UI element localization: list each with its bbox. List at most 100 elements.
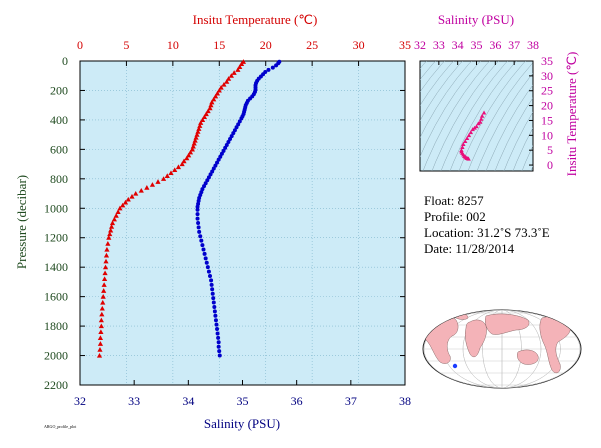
- density-contour: [440, 61, 508, 171]
- salinity-point: [209, 278, 214, 283]
- salinity-point: [213, 318, 218, 323]
- temperature-point: [109, 220, 116, 226]
- ts-top-tick-label: 34: [452, 38, 464, 52]
- temperature-point: [103, 258, 109, 264]
- ts-point: [468, 130, 474, 135]
- top-axis-tick-label: 30: [353, 38, 365, 52]
- salinity-point: [200, 243, 205, 248]
- salinity-point: [206, 269, 211, 274]
- temperature-point: [98, 317, 104, 323]
- salinity-point: [221, 148, 226, 153]
- main-plot-grid: [80, 61, 405, 385]
- salinity-point: [218, 154, 223, 159]
- density-contour: [420, 61, 436, 80]
- salinity-point: [208, 274, 212, 279]
- temperature-point: [231, 70, 237, 75]
- ts-top-tick-label: 38: [527, 38, 539, 52]
- salinity-point: [216, 344, 221, 349]
- temperature-point: [175, 164, 182, 170]
- temperature-point: [105, 241, 111, 246]
- temperature-point: [186, 152, 192, 158]
- temperature-point: [108, 224, 115, 229]
- ts-point: [479, 113, 485, 118]
- world-map: [422, 309, 582, 389]
- ts-right-tick-label: 0: [547, 158, 553, 172]
- temperature-point: [195, 129, 201, 134]
- temperature-point: [102, 270, 108, 276]
- density-contour: [521, 144, 533, 171]
- temperature-point: [211, 96, 217, 102]
- temperature-point: [237, 64, 243, 69]
- ts-right-axis-title: Insitu Temperature (℃): [564, 52, 579, 177]
- salinity-point: [223, 145, 228, 150]
- salinity-point: [216, 340, 221, 345]
- main-plot-marks: [96, 59, 282, 358]
- salinity-point: [215, 331, 220, 336]
- salinity-point: [226, 140, 231, 144]
- temperature-point: [106, 235, 112, 240]
- top-axis-tick-label: 5: [123, 38, 129, 52]
- salinity-point: [205, 265, 210, 270]
- temperature-point: [198, 120, 204, 125]
- bottom-axis-tick-label: 36: [291, 394, 303, 408]
- temperature-point: [238, 61, 245, 67]
- top-axis-tick-label: 25: [306, 38, 318, 52]
- top-axis-title: Insitu Temperature (℃): [193, 12, 318, 27]
- temperature-point: [207, 105, 213, 111]
- ts-point: [470, 127, 475, 132]
- salinity-point: [208, 172, 213, 177]
- left-axis-tick-label: 1600: [44, 290, 68, 304]
- temperature-point: [117, 205, 123, 211]
- temperature-point: [99, 311, 105, 317]
- map-meridian: [482, 310, 522, 388]
- left-axis-title: Pressure (decibar): [14, 175, 29, 269]
- ts-density-contours: [420, 61, 533, 171]
- ts-top-tick-label: 35: [471, 38, 483, 52]
- ts-point: [463, 139, 468, 144]
- temperature-point: [209, 99, 215, 105]
- temperature-point: [144, 185, 150, 190]
- temperature-point: [101, 288, 107, 293]
- salinity-point: [204, 260, 209, 265]
- temperature-point: [228, 73, 234, 78]
- bottom-axis-tick-label: 32: [74, 394, 86, 408]
- ts-point: [479, 116, 484, 121]
- temperature-point: [224, 79, 230, 84]
- temperature-point: [98, 323, 104, 329]
- ts-point: [476, 121, 481, 126]
- salinity-point: [210, 291, 215, 296]
- temperature-point: [108, 227, 114, 233]
- temperature-point: [218, 84, 224, 90]
- temperature-point: [97, 335, 104, 340]
- temperature-point: [96, 352, 103, 358]
- bottom-axis-title: Salinity (PSU): [204, 416, 280, 431]
- salinity-point: [198, 234, 203, 239]
- temperature-point: [104, 246, 110, 252]
- temperature-point: [122, 199, 129, 205]
- ts-top-tick-label: 32: [414, 38, 426, 52]
- temperature-point: [189, 146, 195, 152]
- density-contour: [420, 61, 445, 93]
- temperature-point: [97, 341, 104, 346]
- temperature-point: [125, 196, 131, 202]
- top-axis-tick-label: 10: [167, 38, 179, 52]
- temperature-point: [100, 299, 106, 305]
- left-axis-tick-label: 1200: [44, 231, 68, 245]
- salinity-point: [205, 178, 210, 183]
- density-contour: [431, 61, 499, 171]
- density-contour: [420, 61, 481, 158]
- temperature-point: [216, 87, 222, 93]
- map-meridian: [462, 310, 542, 388]
- temperature-point: [179, 161, 185, 167]
- temperature-point: [102, 264, 109, 270]
- temperature-point: [103, 252, 110, 258]
- ts-point: [466, 156, 471, 161]
- temperature-point: [193, 134, 199, 140]
- left-axis-tick-label: 800: [50, 172, 68, 186]
- temperature-point: [113, 213, 119, 218]
- top-axis-tick-label: 0: [77, 38, 83, 52]
- salinity-point: [274, 63, 279, 68]
- temperature-point: [208, 102, 214, 108]
- ts-point: [460, 145, 465, 149]
- salinity-point: [213, 313, 218, 318]
